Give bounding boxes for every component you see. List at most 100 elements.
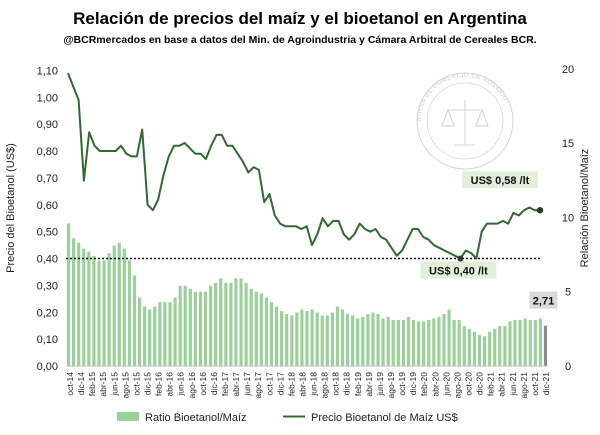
bar: [543, 325, 548, 366]
bar: [467, 328, 471, 366]
x-tick-label: abr-19: [364, 372, 374, 397]
bar: [477, 334, 482, 366]
line-series: [67, 72, 544, 262]
x-tick-label: dic-20: [475, 372, 485, 395]
x-tick-label: jun-19: [375, 372, 385, 397]
bar: [173, 297, 177, 366]
x-tick-label: jun-20: [441, 372, 451, 397]
bar: [117, 242, 121, 366]
min-point-marker: [457, 255, 464, 262]
bar: [356, 318, 360, 366]
bar: [122, 248, 126, 366]
x-tick-label: ago-16: [187, 372, 197, 399]
bar: [386, 316, 390, 366]
bar: [452, 319, 456, 366]
x-tick-label: oct-21: [530, 372, 540, 396]
x-tick-label: feb-19: [353, 372, 363, 396]
x-tick-label: oct-17: [264, 372, 274, 396]
bar: [254, 291, 258, 366]
y-left-tick-label: 0,80: [37, 146, 58, 158]
bar: [300, 309, 304, 366]
bar: [183, 285, 187, 366]
bar: [381, 318, 385, 366]
bar: [437, 316, 441, 366]
x-tick-label: dic-21: [541, 372, 551, 395]
x-tick-label: feb-15: [87, 372, 97, 396]
bar: [391, 319, 395, 366]
bar: [472, 331, 477, 366]
x-tick-label: oct-16: [198, 372, 208, 396]
bar: [214, 282, 218, 366]
bar: [315, 312, 319, 366]
x-tick-label: feb-20: [419, 372, 429, 396]
bar: [330, 312, 334, 366]
bar: [249, 288, 253, 366]
x-tick-label: dic-18: [342, 372, 352, 395]
annotation-min-price-bg: [420, 261, 497, 279]
y-left-tick-label: 0,40: [37, 254, 58, 266]
bar: [188, 288, 192, 366]
annotation-last-price: US$ 0,58 /lt: [471, 175, 530, 187]
bar: [143, 306, 147, 366]
bar: [427, 319, 431, 366]
bar: [498, 325, 502, 366]
x-tick-label: feb-18: [286, 372, 296, 396]
bar: [87, 251, 91, 366]
bar: [528, 319, 532, 366]
x-tick-label: ago-18: [320, 372, 330, 399]
bar: [239, 278, 243, 366]
bar: [229, 282, 233, 366]
bar: [340, 309, 345, 366]
bar: [346, 314, 350, 366]
x-tick-label: oct-20: [464, 372, 474, 396]
x-tick-label: ago-15: [120, 372, 130, 399]
bar: [411, 319, 416, 366]
legend-swatch-bar: [117, 412, 139, 421]
y-right-tick-label: 0: [565, 361, 571, 373]
bar: [193, 291, 197, 366]
price-line: [67, 72, 540, 260]
x-tick-label: jun-21: [508, 372, 518, 397]
y-left-tick-label: 0,10: [37, 334, 58, 346]
bar: [280, 311, 284, 366]
bar: [533, 319, 537, 366]
bar: [310, 309, 314, 366]
y-left-tick-label: 0,50: [37, 227, 58, 239]
bar: [462, 325, 466, 366]
chart-title: Relación de precios del maíz y el bioeta…: [73, 9, 527, 28]
legend-label-line: Precio Bioetanol de Maíz US$: [311, 412, 458, 424]
x-tick-label: feb-16: [154, 372, 164, 396]
bar: [376, 314, 380, 366]
last-point-marker: [536, 207, 544, 214]
bar: [66, 223, 71, 366]
bar: [107, 253, 111, 366]
x-tick-label: ago-20: [452, 372, 462, 399]
annotation-ratio-bg: [529, 291, 558, 309]
y-left-tick-label: 1,10: [37, 65, 58, 77]
bar: [366, 314, 370, 366]
bar: [82, 248, 86, 366]
bar: [234, 278, 238, 366]
bar: [158, 302, 162, 366]
seal-logo: BOLSA DE COMERCIO DE ROSARIO: [416, 72, 514, 170]
bar: [295, 312, 299, 366]
x-tick-label: dic-19: [408, 372, 418, 395]
bar: [178, 285, 182, 366]
x-tick-label: jun-15: [109, 372, 119, 397]
x-tick-label: abr-21: [497, 372, 507, 397]
annotation-last-price-bg: [462, 171, 538, 189]
x-tick-label: dic-17: [275, 372, 285, 395]
bar: [244, 282, 248, 366]
bar: [361, 316, 365, 366]
x-tick-label: dic-14: [76, 372, 86, 395]
bar: [503, 325, 507, 366]
x-tick-label: oct-14: [65, 372, 75, 396]
bar: [442, 314, 446, 366]
bar: [290, 315, 294, 366]
bar: [269, 302, 274, 366]
bar: [325, 315, 329, 366]
bar: [488, 331, 492, 366]
x-tick-label: oct-19: [397, 372, 407, 396]
axes: 0,00 0,10 0,20 0,30 0,40 0,50 0,60 0,70 0,80 0,90…: [37, 64, 575, 373]
bar: [523, 318, 527, 366]
